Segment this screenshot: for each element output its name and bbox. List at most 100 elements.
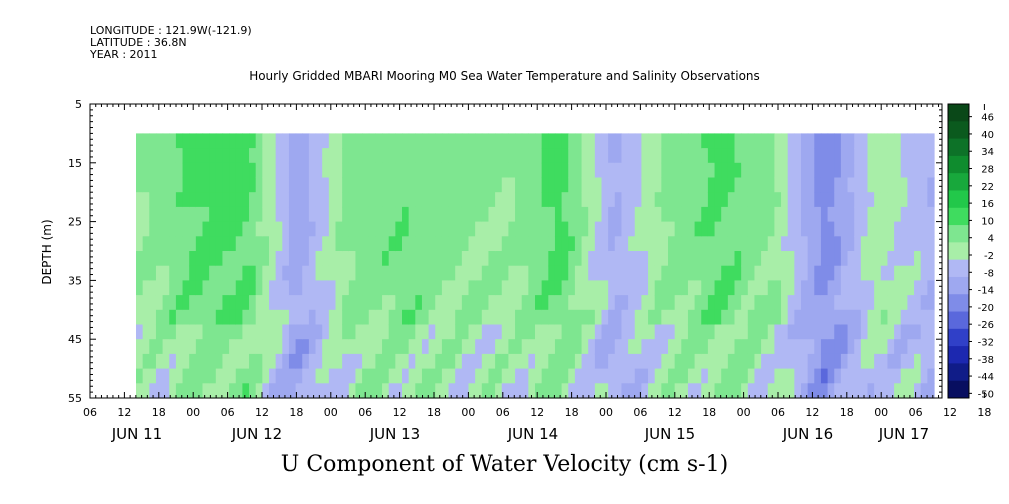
- heatmap-cell: [395, 295, 403, 311]
- heatmap-cell: [887, 339, 895, 355]
- heatmap-cell: [634, 206, 642, 223]
- heatmap-cell: [614, 177, 623, 193]
- heatmap-cell: [840, 221, 849, 237]
- heatmap-cell: [395, 339, 403, 355]
- heatmap-cell: [528, 309, 536, 326]
- heatmap-cell: [907, 206, 915, 223]
- heatmap-cell: [594, 368, 603, 384]
- heatmap-cell: [421, 368, 430, 384]
- heatmap-cell: [455, 251, 463, 267]
- heatmap-cell: [634, 280, 642, 296]
- heatmap-cell: [541, 353, 549, 370]
- heatmap-cell: [421, 133, 430, 149]
- heatmap-cell: [814, 295, 822, 311]
- heatmap-cell: [747, 133, 756, 149]
- heatmap-cell: [860, 280, 869, 296]
- heatmap-cell: [674, 148, 682, 164]
- heatmap-cell: [475, 236, 483, 252]
- heatmap-cell: [242, 265, 250, 281]
- heatmap-cell: [674, 324, 682, 340]
- heatmap-cell: [907, 309, 915, 326]
- heatmap-cell: [348, 133, 357, 149]
- heatmap-cell: [661, 192, 669, 208]
- heatmap-cell: [448, 265, 456, 281]
- heatmap-cell: [834, 339, 842, 355]
- heatmap-cell: [169, 339, 177, 355]
- heatmap-cell: [874, 368, 882, 384]
- x-day-label: JUN 12: [231, 425, 282, 443]
- heatmap-cell: [734, 383, 742, 399]
- heatmap-cell: [681, 206, 689, 223]
- heatmap-cell: [894, 236, 902, 252]
- heatmap-cell: [322, 251, 330, 267]
- heatmap-cell: [847, 265, 855, 281]
- heatmap-cell: [900, 368, 908, 384]
- heatmap-cell: [235, 221, 243, 237]
- heatmap-cell: [269, 265, 277, 281]
- heatmap-cell: [588, 353, 596, 370]
- heatmap-cell: [574, 339, 583, 355]
- heatmap-cell: [249, 148, 257, 164]
- heatmap-cell: [714, 177, 722, 193]
- heatmap-cell: [721, 339, 729, 355]
- heatmap-cell: [707, 324, 716, 340]
- heatmap-cell: [754, 133, 762, 149]
- heatmap-cell: [801, 309, 809, 326]
- heatmap-cell: [774, 383, 782, 399]
- heatmap-cell: [714, 383, 722, 399]
- heatmap-cell: [907, 339, 915, 355]
- heatmap-cell: [521, 280, 529, 296]
- heatmap-cell: [315, 309, 323, 326]
- heatmap-cell: [694, 206, 702, 223]
- x-day-label: JUN 14: [507, 425, 558, 443]
- heatmap-cell: [481, 383, 490, 399]
- heatmap-cell: [402, 206, 410, 223]
- heatmap-cell: [541, 383, 549, 399]
- heatmap-cell: [761, 368, 769, 384]
- heatmap-cell: [136, 148, 144, 164]
- heatmap-cell: [634, 309, 642, 326]
- heatmap-cell: [860, 177, 869, 193]
- heatmap-cell: [588, 339, 596, 355]
- heatmap-cell: [375, 192, 383, 208]
- heatmap-cell: [601, 324, 609, 340]
- heatmap-cell: [202, 353, 210, 370]
- heatmap-cell: [900, 265, 908, 281]
- heatmap-cell: [807, 162, 815, 179]
- heatmap-cell: [488, 280, 496, 296]
- heatmap-cell: [827, 221, 835, 237]
- heatmap-cell: [721, 251, 729, 267]
- heatmap-cell: [282, 383, 290, 399]
- heatmap-cell: [149, 251, 157, 267]
- heatmap-cell: [342, 324, 350, 340]
- heatmap-cell: [741, 192, 749, 208]
- heatmap-cell: [282, 162, 290, 179]
- heatmap-cell: [820, 133, 829, 149]
- heatmap-cell: [574, 162, 583, 179]
- heatmap-cell: [847, 353, 855, 370]
- heatmap-cell: [714, 162, 722, 179]
- heatmap-cell: [867, 177, 875, 193]
- heatmap-cell: [162, 206, 170, 223]
- heatmap-cell: [202, 192, 210, 208]
- heatmap-cell: [847, 339, 855, 355]
- heatmap-cell: [375, 133, 383, 149]
- heatmap-cell: [927, 133, 935, 149]
- heatmap-cell: [634, 324, 642, 340]
- heatmap-cell: [521, 221, 529, 237]
- heatmap-cell: [674, 162, 682, 179]
- heatmap-cell: [907, 192, 915, 208]
- heatmap-cell: [674, 177, 682, 193]
- heatmap-cell: [315, 162, 323, 179]
- heatmap-cell: [920, 133, 928, 149]
- heatmap-cell: [661, 265, 669, 281]
- heatmap-cell: [754, 177, 762, 193]
- heatmap-cell: [501, 280, 509, 296]
- heatmap-cell: [155, 133, 164, 149]
- heatmap-cell: [468, 177, 476, 193]
- heatmap-cell: [854, 368, 862, 384]
- heatmap-cell: [628, 339, 636, 355]
- heatmap-cell: [215, 265, 224, 281]
- heatmap-cell: [807, 177, 815, 193]
- heatmap-cell: [328, 339, 337, 355]
